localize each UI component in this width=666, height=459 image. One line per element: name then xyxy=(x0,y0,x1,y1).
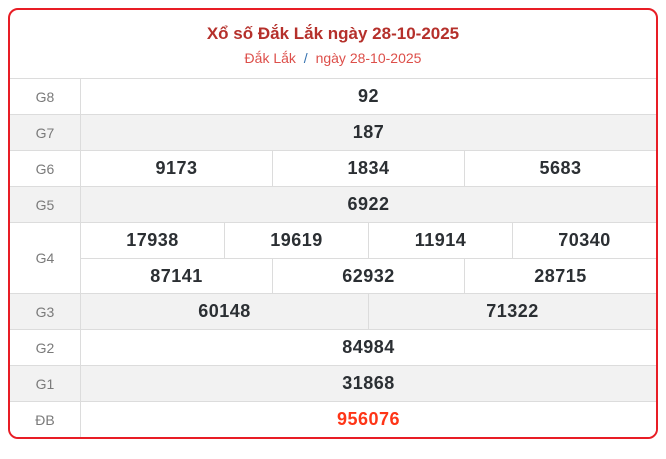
table-row: G6 9173 1834 5683 xyxy=(10,150,656,186)
prize-number: 17938 xyxy=(80,223,224,258)
prize-label: G7 xyxy=(35,124,55,141)
prize-number: 62932 xyxy=(272,259,464,293)
prize-value-line: 87141 62932 28715 xyxy=(80,258,656,293)
prize-number: 31868 xyxy=(80,366,656,401)
prize-values: 92 xyxy=(80,79,656,114)
prize-value-line: 84984 xyxy=(80,330,656,365)
prize-value-line: 17938 19619 11914 70340 xyxy=(80,223,656,258)
prize-label: G1 xyxy=(35,375,55,392)
prize-number: 6922 xyxy=(80,187,656,222)
prize-label: G5 xyxy=(35,196,55,213)
page-title: Xổ số Đắk Lắk ngày 28-10-2025 xyxy=(206,24,460,43)
prize-number: 70340 xyxy=(512,223,656,258)
lottery-table: G8 92 G7 187 G6 9173 1834 5683 G5 6922 G4 17938 1961… xyxy=(10,78,656,437)
prize-values: 31868 xyxy=(80,366,656,401)
prize-values: 6922 xyxy=(80,187,656,222)
prize-value-line: 9173 1834 5683 xyxy=(80,151,656,186)
prize-value-line: 187 xyxy=(80,115,656,150)
table-row: ĐB 956076 xyxy=(10,401,656,437)
prize-number: 1834 xyxy=(272,151,464,186)
prize-number: 187 xyxy=(80,115,656,150)
prize-value-line: 956076 xyxy=(80,402,656,437)
prize-number: 84984 xyxy=(80,330,656,365)
table-row: G3 60148 71322 xyxy=(10,293,656,329)
prize-values: 84984 xyxy=(80,330,656,365)
prize-number: 19619 xyxy=(224,223,368,258)
prize-number: 60148 xyxy=(80,294,368,329)
prize-number: 956076 xyxy=(80,402,656,437)
table-row: G5 6922 xyxy=(10,186,656,222)
prize-number: 87141 xyxy=(80,259,272,293)
card-header: Xổ số Đắk Lắk ngày 28-10-2025 Đắk Lắk / … xyxy=(10,10,656,78)
prize-values: 956076 xyxy=(80,402,656,437)
prize-label: G4 xyxy=(35,250,55,266)
prize-label: G8 xyxy=(35,88,55,105)
prize-label: ĐB xyxy=(35,411,55,428)
prize-number: 92 xyxy=(80,79,656,114)
prize-number: 71322 xyxy=(368,294,656,329)
breadcrumb-date-link[interactable]: ngày 28-10-2025 xyxy=(315,50,422,66)
prize-value-line: 60148 71322 xyxy=(80,294,656,329)
prize-number: 11914 xyxy=(368,223,512,258)
prize-value-line: 31868 xyxy=(80,366,656,401)
prize-label: G3 xyxy=(35,303,55,320)
breadcrumb-separator: / xyxy=(303,50,308,66)
table-row: G1 31868 xyxy=(10,365,656,401)
prize-values: 60148 71322 xyxy=(80,294,656,329)
table-row: G7 187 xyxy=(10,114,656,150)
prize-label: G2 xyxy=(35,339,55,356)
prize-number: 5683 xyxy=(464,151,656,186)
table-row: G8 92 xyxy=(10,79,656,114)
prize-values: 17938 19619 11914 70340 87141 62932 28715 xyxy=(80,223,656,293)
prize-value-line: 92 xyxy=(80,79,656,114)
prize-values: 187 xyxy=(80,115,656,150)
breadcrumb-region-link[interactable]: Đắk Lắk xyxy=(244,50,296,66)
prize-number: 28715 xyxy=(464,259,656,293)
breadcrumb: Đắk Lắk / ngày 28-10-2025 xyxy=(20,49,646,67)
prize-value-line: 6922 xyxy=(80,187,656,222)
table-row: G4 17938 19619 11914 70340 87141 62932 28715 xyxy=(10,222,656,293)
prize-values: 9173 1834 5683 xyxy=(80,151,656,186)
prize-number: 9173 xyxy=(80,151,272,186)
table-row: G2 84984 xyxy=(10,329,656,365)
lottery-result-card: Xổ số Đắk Lắk ngày 28-10-2025 Đắk Lắk / … xyxy=(8,8,658,439)
prize-label: G6 xyxy=(35,160,55,177)
